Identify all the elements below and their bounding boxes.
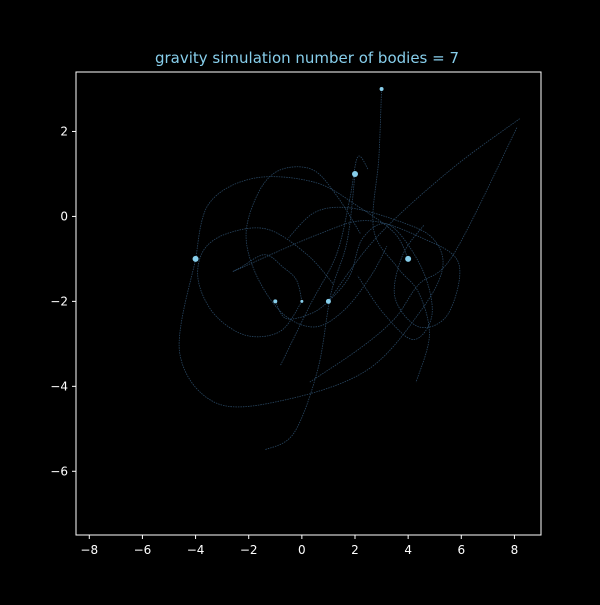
body-point [273,299,278,304]
x-tick-label: −6 [134,543,152,557]
x-tick-label: 2 [351,543,359,557]
trajectory-trail [309,127,518,383]
trajectory-trail [328,118,520,302]
chart-title: gravity simulation number of bodies = 7 [155,49,459,67]
x-tick-label: 8 [511,543,519,557]
trajectory-trail [264,173,356,451]
x-tick-label: −8 [80,543,98,557]
body-point [192,255,199,262]
trajectory-trail [197,227,335,338]
body-point [405,255,412,262]
trajectory-trail [178,206,444,408]
trajectory-trail [245,166,388,328]
trails-layer [178,88,520,451]
y-tick-label: 2 [60,124,68,138]
y-tick-label: −2 [50,294,68,308]
body-point [325,298,331,304]
body-point [379,86,384,91]
trajectory-trail [274,223,433,341]
body-point [300,299,304,303]
bodies-layer [192,86,412,304]
trajectory-trail [232,254,303,302]
y-tick-label: −4 [50,379,68,393]
body-point [352,170,358,177]
trajectory-trail [372,88,430,383]
trajectory-trail [232,220,461,328]
y-axis: 2 0 −2 −4 −6 [50,124,76,478]
x-tick-label: 4 [404,543,412,557]
x-axis: −8 −6 −4 −2 0 2 4 6 8 [80,535,518,557]
x-tick-label: 6 [457,543,465,557]
plot-area-frame [75,71,542,536]
x-tick-label: 0 [298,543,306,557]
x-tick-label: −2 [240,543,258,557]
y-tick-label: −6 [50,464,68,478]
x-tick-label: −4 [187,543,205,557]
y-tick-label: 0 [60,209,68,223]
